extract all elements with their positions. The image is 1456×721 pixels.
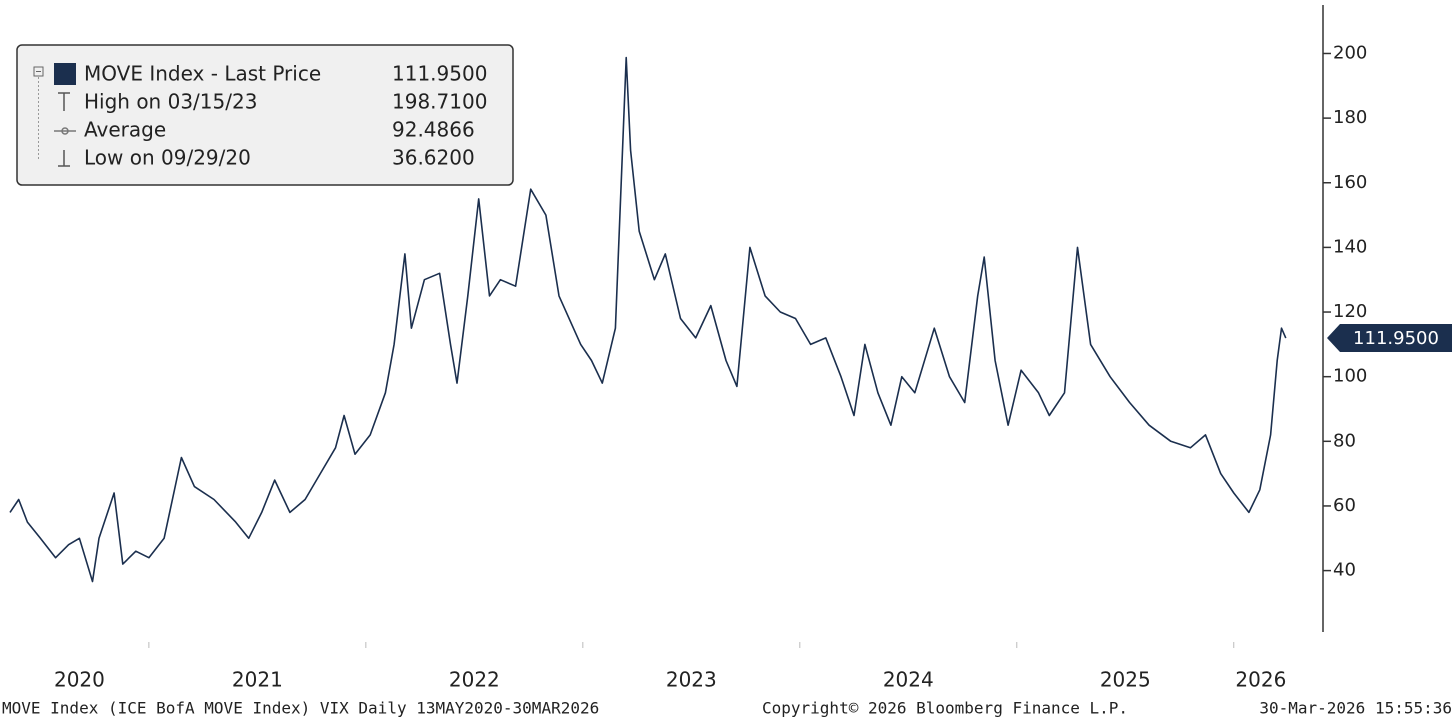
legend-label: Average	[84, 118, 166, 142]
y-tick-label: 60	[1333, 495, 1356, 516]
last-price-label: 111.9500	[1353, 328, 1439, 349]
x-tick-label: 2020	[54, 668, 105, 692]
legend-low-icon	[58, 150, 70, 167]
x-tick-label: 2024	[883, 668, 934, 692]
legend-average-icon	[54, 127, 76, 135]
legend-swatch	[54, 63, 76, 85]
legend-label: MOVE Index - Last Price	[84, 62, 321, 86]
y-tick-label: 180	[1333, 107, 1367, 128]
legend-box	[16, 44, 514, 186]
footer-source: MOVE Index (ICE BofA MOVE Index) VIX Dai…	[2, 699, 599, 718]
y-tick-label: 40	[1333, 560, 1356, 581]
legend-value: 198.7100	[392, 90, 487, 114]
last-price-tag	[1327, 324, 1452, 353]
footer-timestamp: 30-Mar-2026 15:55:36	[1259, 699, 1452, 718]
y-tick-label: 140	[1333, 236, 1367, 257]
y-tick-label: 200	[1333, 42, 1367, 63]
y-tick-label: 100	[1333, 366, 1367, 387]
legend-value: 111.9500	[392, 62, 487, 86]
legend-value: 36.6200	[392, 146, 475, 170]
legend-label: High on 03/15/23	[84, 90, 257, 114]
y-tick-label: 120	[1333, 301, 1367, 322]
legend-high-icon	[58, 92, 70, 111]
x-tick-label: 2026	[1235, 668, 1286, 692]
x-tick-label: 2021	[232, 668, 283, 692]
legend-value: 92.4866	[392, 118, 475, 142]
price-line	[9, 56, 1287, 583]
x-tick-label: 2025	[1100, 668, 1151, 692]
legend-label: Low on 09/29/20	[84, 146, 251, 170]
x-tick-label: 2022	[449, 668, 500, 692]
y-tick-label: 80	[1333, 430, 1356, 451]
x-tick-label: 2023	[666, 668, 717, 692]
footer-copyright: Copyright© 2026 Bloomberg Finance L.P.	[762, 699, 1128, 718]
y-tick-label: 160	[1333, 172, 1367, 193]
legend-collapse	[33, 66, 44, 77]
